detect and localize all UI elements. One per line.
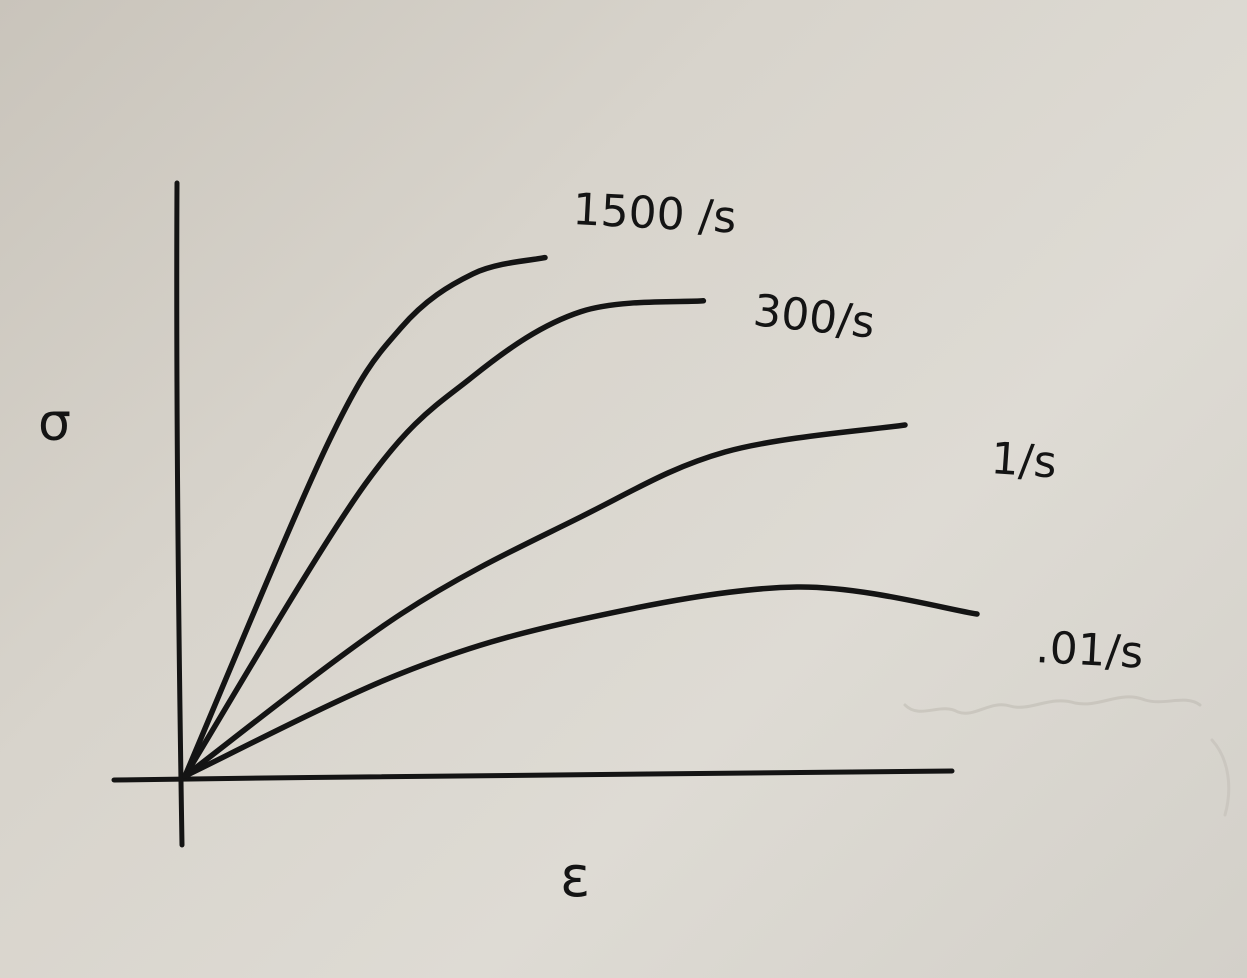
y-axis-line: [174, 180, 185, 848]
series-line-1: [182, 422, 908, 779]
series-label-1500: 1500 /s: [571, 184, 737, 243]
series-line-300: [182, 298, 707, 779]
series-label-001: .01/s: [1034, 622, 1144, 679]
series-label-300: 300/s: [751, 285, 877, 348]
show-through-smudge: [903, 695, 1231, 817]
y-axis-label: σ: [38, 393, 71, 453]
series-line-001: [182, 584, 980, 779]
series-layer: [182, 254, 980, 779]
x-axis-line: [111, 768, 955, 783]
x-axis-label: ε: [560, 845, 590, 910]
series-label-1: 1/s: [989, 433, 1058, 488]
series-line-1500: [182, 254, 548, 779]
